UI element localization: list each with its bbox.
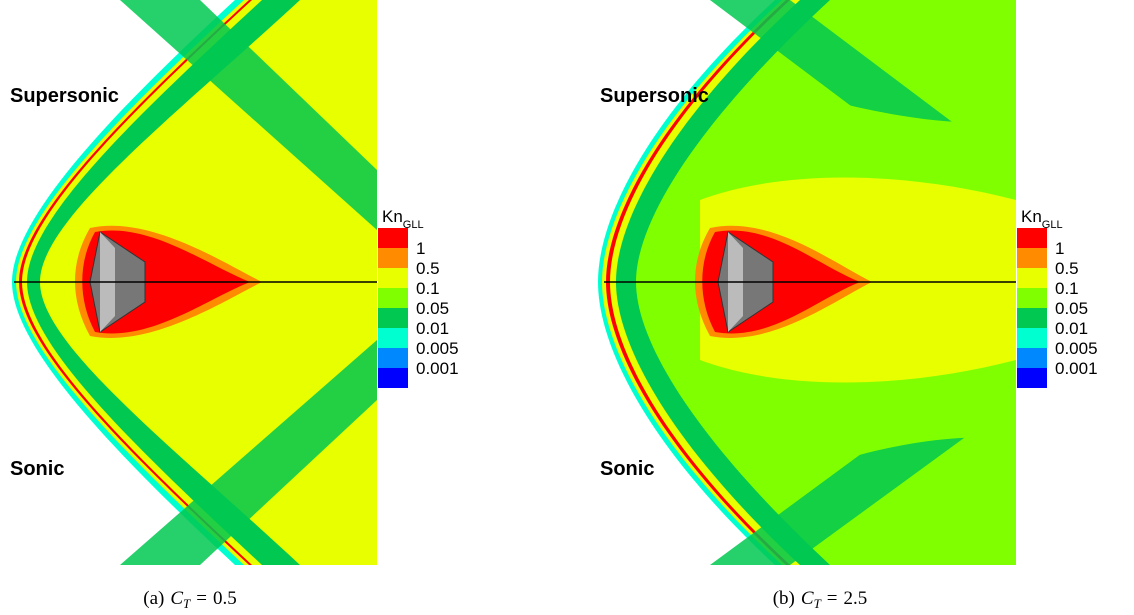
legend-level: 1 xyxy=(416,239,425,258)
legend-level: 0.1 xyxy=(1055,279,1079,298)
region-label: Supersonic xyxy=(10,85,119,107)
caption-relation: = xyxy=(196,588,207,609)
legend-swatch xyxy=(378,348,408,368)
legend-swatch xyxy=(378,288,408,308)
legend-title-main: Kn xyxy=(1021,207,1042,226)
legend-level: 0.5 xyxy=(416,259,440,278)
contour-plot xyxy=(12,0,377,565)
legend-swatch xyxy=(1017,268,1047,288)
legend-swatch xyxy=(1017,348,1047,368)
legend-swatch xyxy=(378,308,408,328)
caption-value: 0.5 xyxy=(213,588,237,609)
caption-symbol: C xyxy=(170,588,183,609)
caption-subscript: T xyxy=(183,596,191,611)
legend-level: 0.05 xyxy=(1055,299,1088,318)
contour-band xyxy=(120,0,377,230)
caption-value: 2.5 xyxy=(844,588,868,609)
legend-swatch xyxy=(1017,228,1047,248)
caption: (b) CT = 2.5 xyxy=(773,588,868,611)
legend-title-main: Kn xyxy=(382,207,403,226)
legend-level: 0.01 xyxy=(1055,319,1088,338)
legend-level: 0.001 xyxy=(416,359,459,378)
legend-level: 0.1 xyxy=(416,279,440,298)
legend-swatch xyxy=(378,328,408,348)
region-label: Sonic xyxy=(600,458,654,480)
caption-relation: = xyxy=(827,588,838,609)
legend-level: 0.5 xyxy=(1055,259,1079,278)
legend-swatch xyxy=(1017,288,1047,308)
legend-swatch xyxy=(1017,328,1047,348)
caption: (a) CT = 0.5 xyxy=(143,588,236,611)
legend-level: 0.001 xyxy=(1055,359,1098,378)
contour-band xyxy=(120,340,377,565)
caption-label: (a) xyxy=(143,588,164,609)
legend-level: 0.005 xyxy=(416,339,459,358)
legend-swatch xyxy=(378,228,408,248)
region-label: Supersonic xyxy=(600,85,709,107)
legend-swatch xyxy=(1017,248,1047,268)
legend-title: KnGLL xyxy=(1021,207,1063,231)
legend-swatch xyxy=(1017,308,1047,328)
legend-level: 0.05 xyxy=(416,299,449,318)
caption-label: (b) xyxy=(773,588,795,609)
legend-level: 1 xyxy=(1055,239,1064,258)
legend-title: KnGLL xyxy=(382,207,424,231)
legend-swatch xyxy=(378,248,408,268)
region-label: Sonic xyxy=(10,458,64,480)
contour-plot xyxy=(598,0,1016,565)
caption-subscript: T xyxy=(814,596,822,611)
legend-swatch xyxy=(1017,368,1047,388)
legend-level: 0.005 xyxy=(1055,339,1098,358)
legend-swatch xyxy=(378,268,408,288)
legend-swatch xyxy=(378,368,408,388)
legend-level: 0.01 xyxy=(416,319,449,338)
caption-symbol: C xyxy=(801,588,814,609)
